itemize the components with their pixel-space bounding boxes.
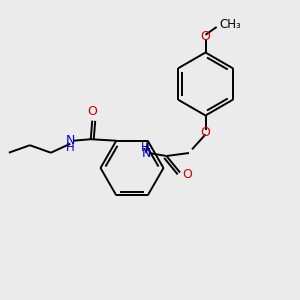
Text: O: O [201,125,210,139]
Text: H: H [141,141,150,154]
Text: H: H [66,141,75,154]
Text: O: O [201,30,210,44]
Text: N: N [141,146,151,160]
Text: CH₃: CH₃ [220,17,242,31]
Text: O: O [87,105,97,118]
Text: O: O [182,168,192,182]
Text: N: N [66,134,75,147]
